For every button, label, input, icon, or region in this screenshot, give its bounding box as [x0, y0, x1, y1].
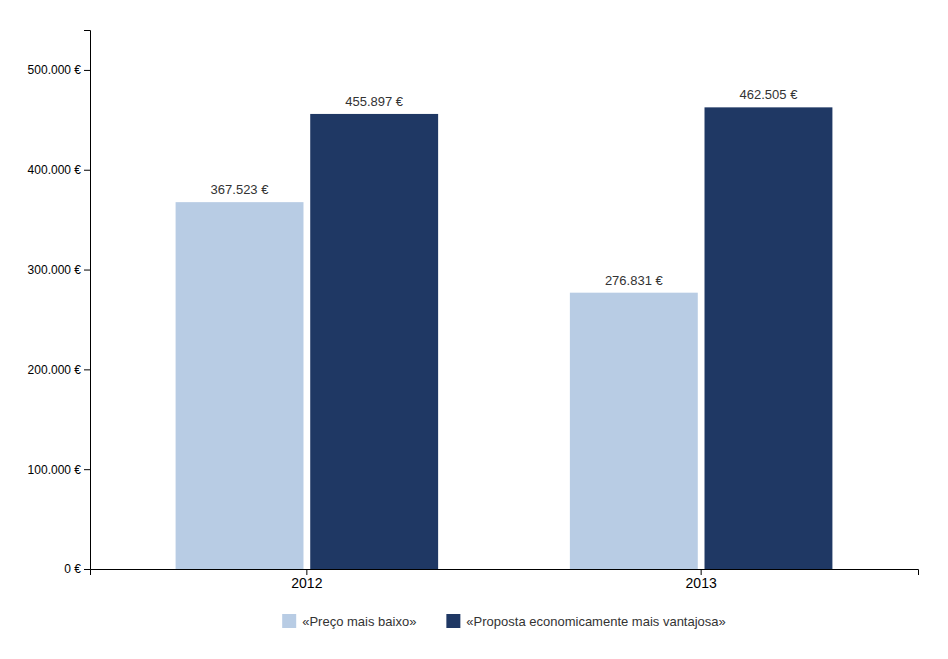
legend-swatch	[282, 614, 296, 628]
data-labels: 367.523 € 276.831 € 455.897 € 462.505 €	[211, 87, 799, 287]
y-axis-line	[84, 31, 91, 570]
data-label: 276.831 €	[605, 273, 664, 288]
bar	[705, 107, 833, 569]
y-axis: 0 € 100.000 € 200.000 € 300.000 € 400.000 € 5…	[28, 31, 91, 577]
y-tick-label: 300.000 €	[28, 263, 82, 277]
y-tick-mark	[84, 270, 90, 271]
data-label: 455.897 €	[345, 94, 404, 109]
y-tick-label: 500.000 €	[28, 63, 82, 77]
y-tick-mark	[84, 70, 90, 71]
y-tick-mark	[84, 469, 90, 470]
y-tick-label: 400.000 €	[28, 163, 82, 177]
legend-item: «Proposta economicamente mais vantajosa»	[446, 614, 725, 629]
legend-swatch	[446, 614, 460, 628]
y-tick-mark	[84, 369, 90, 370]
x-tick: 2013	[686, 569, 717, 591]
legend-item: «Preço mais baixo»	[282, 614, 416, 629]
y-tick: 100.000 €	[28, 463, 90, 477]
y-tick: 500.000 €	[28, 63, 90, 77]
x-axis: 2012 2013	[91, 569, 919, 591]
bar	[176, 202, 304, 569]
plot: 0 € 100.000 € 200.000 € 300.000 € 400.000 € 5…	[28, 31, 919, 591]
bar	[310, 114, 438, 569]
y-tick-label: 0 €	[64, 562, 81, 576]
y-tick: 400.000 €	[28, 163, 90, 177]
y-tick-label: 100.000 €	[28, 463, 82, 477]
y-tick-label: 200.000 €	[28, 363, 82, 377]
y-tick: 300.000 €	[28, 263, 90, 277]
x-tick: 2012	[291, 569, 322, 591]
y-tick-mark	[84, 569, 90, 570]
chart: 0 € 100.000 € 200.000 € 300.000 € 400.000 € 5…	[0, 0, 948, 659]
bar	[570, 293, 698, 569]
legend-label: «Proposta economicamente mais vantajosa»	[466, 614, 725, 629]
y-tick-mark	[84, 170, 90, 171]
legend-label: «Preço mais baixo»	[302, 614, 416, 629]
bars	[176, 107, 833, 569]
data-label: 367.523 €	[211, 182, 270, 197]
y-tick: 200.000 €	[28, 363, 90, 377]
x-tick-label: 2013	[686, 575, 717, 591]
x-tick-label: 2012	[291, 575, 322, 591]
legend: «Preço mais baixo» «Proposta economicamen…	[282, 614, 726, 629]
data-label: 462.505 €	[740, 87, 799, 102]
x-axis-line	[91, 570, 919, 576]
y-tick: 0 €	[64, 562, 90, 576]
